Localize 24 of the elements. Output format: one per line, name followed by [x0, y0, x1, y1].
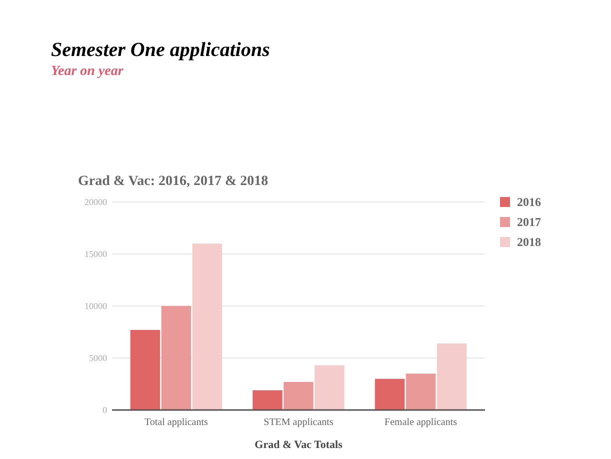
y-tick-label: 5000 — [89, 353, 108, 364]
bar — [130, 330, 160, 410]
legend-label: 2016 — [517, 195, 541, 210]
chart-title: Semester One applications — [51, 39, 270, 61]
x-tick-label: Female applicants — [384, 417, 458, 428]
bar — [406, 374, 436, 410]
y-tick-label: 0 — [102, 405, 108, 416]
text: Grad & Vac: 2016, 2017 & 2018 — [78, 174, 268, 189]
bar — [252, 390, 282, 410]
y-tick-label: 20000 — [84, 197, 108, 208]
bar — [436, 343, 467, 410]
chart-subtitle: Year on year — [51, 64, 124, 79]
bar — [161, 306, 192, 410]
x-tick-label: STEM applicants — [264, 417, 334, 428]
legend-label: 2017 — [517, 215, 541, 230]
bar — [192, 244, 222, 410]
x-axis-title: Grad & Vac Totals — [254, 439, 344, 451]
bar — [284, 382, 314, 410]
x-tick-label: Total applicants — [144, 417, 208, 428]
legend-label: 2018 — [517, 235, 541, 250]
y-tick-label: 15000 — [84, 249, 108, 260]
y-tick-label: 10000 — [84, 301, 108, 312]
bar — [314, 365, 344, 410]
bar — [374, 378, 405, 410]
